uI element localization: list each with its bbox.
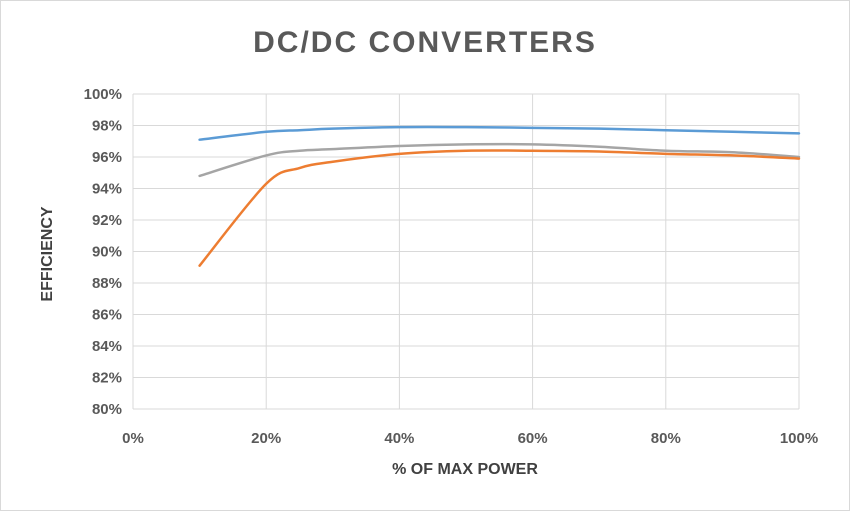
y-tick-label: 90% [92, 244, 122, 261]
x-tick-label: 80% [651, 430, 681, 447]
y-tick-label: 100% [84, 86, 122, 103]
series-line-3 [198, 149, 801, 267]
x-tick-label: 100% [780, 430, 818, 447]
chart-title: DC/DC CONVERTERS [253, 26, 597, 59]
y-tick-labels: 80% 82% 84% 86% 88% 90% 92% 94% 96% 98% 100% [84, 86, 122, 418]
y-tick-label: 88% [92, 275, 122, 292]
y-axis-title: EFFICIENCY [39, 206, 56, 301]
y-tick-label: 92% [92, 212, 122, 229]
x-tick-labels: 0% 20% 40% 60% 80% 100% [122, 430, 818, 447]
y-tick-label: 82% [92, 370, 122, 387]
y-tick-label: 84% [92, 338, 122, 355]
x-axis-title: % OF MAX POWER [392, 461, 538, 478]
gridlines [132, 93, 800, 410]
y-tick-label: 98% [92, 118, 122, 135]
x-tick-label: 0% [122, 430, 144, 447]
y-tick-label: 94% [92, 181, 122, 198]
x-tick-label: 60% [518, 430, 548, 447]
series-layer [198, 125, 801, 267]
y-tick-label: 86% [92, 307, 122, 324]
y-tick-label: 96% [92, 149, 122, 166]
series-line-2 [198, 142, 801, 178]
x-tick-label: 40% [384, 430, 414, 447]
x-tick-label: 20% [251, 430, 281, 447]
y-tick-label: 80% [92, 401, 122, 418]
series-line-1 [198, 125, 801, 141]
